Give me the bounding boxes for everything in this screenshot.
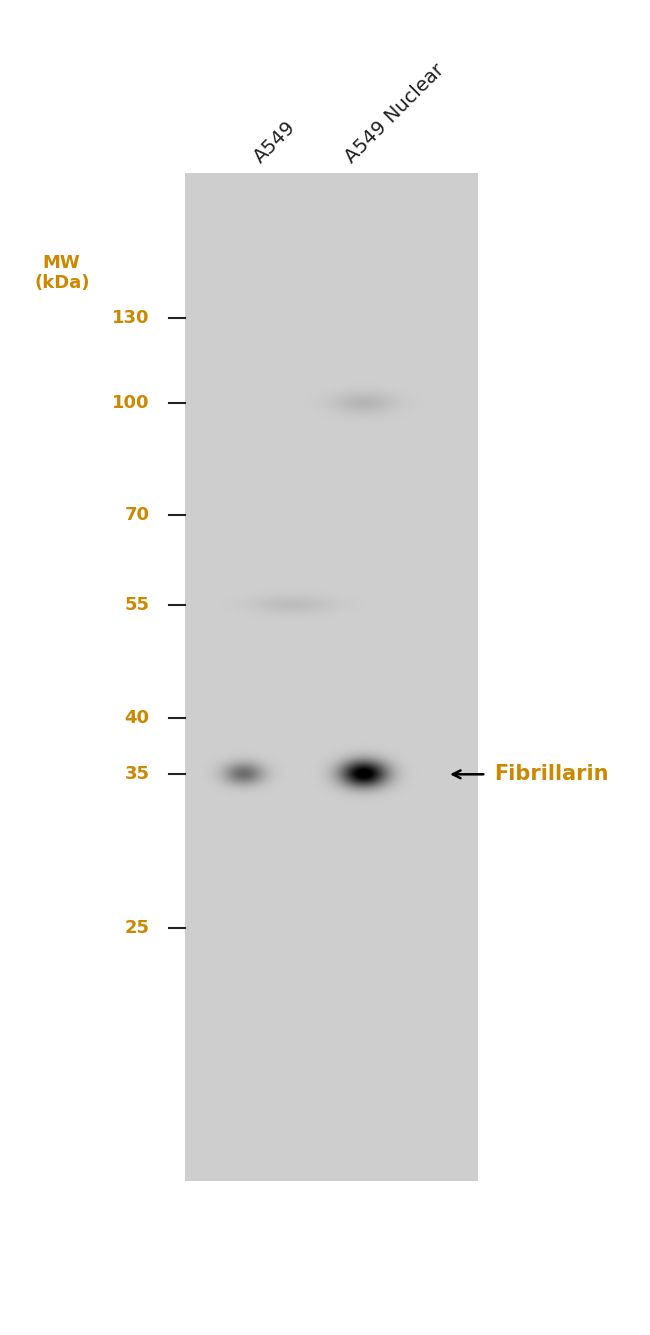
Text: 130: 130 xyxy=(112,308,150,327)
Text: 55: 55 xyxy=(125,595,150,614)
Text: A549 Nuclear: A549 Nuclear xyxy=(341,60,448,167)
Text: MW
(kDa): MW (kDa) xyxy=(34,254,90,292)
Text: 40: 40 xyxy=(125,709,150,728)
Text: 25: 25 xyxy=(125,918,150,937)
Text: 35: 35 xyxy=(125,765,150,784)
Text: 100: 100 xyxy=(112,394,150,413)
Text: A549: A549 xyxy=(250,117,300,167)
Text: 70: 70 xyxy=(125,506,150,525)
Text: Fibrillarin: Fibrillarin xyxy=(494,765,608,784)
